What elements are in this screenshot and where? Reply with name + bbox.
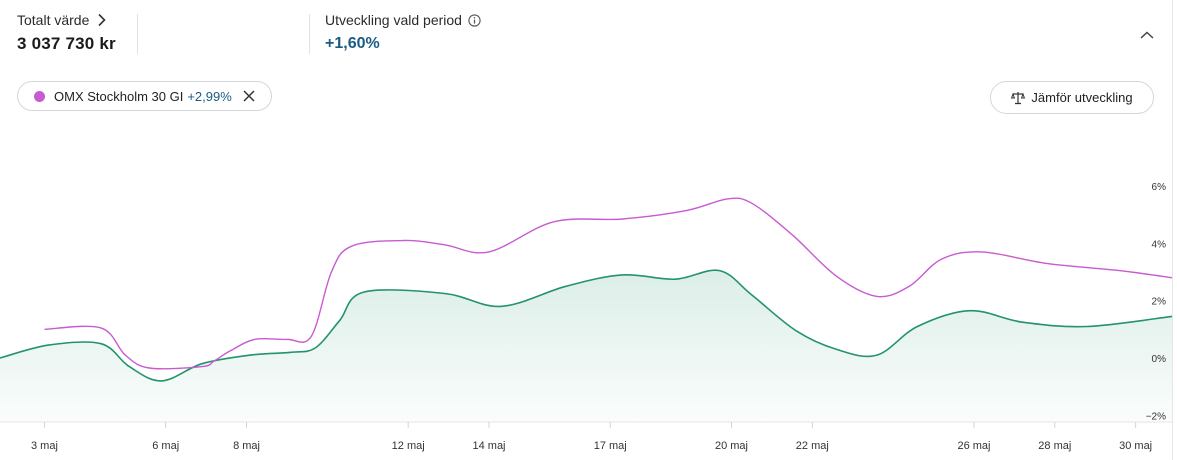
- y-tick-label: 2%: [1152, 297, 1167, 308]
- x-tick-label: 17 maj: [594, 440, 627, 452]
- x-tick-label: 14 maj: [472, 440, 505, 452]
- y-tick-label: −2%: [1146, 411, 1166, 422]
- x-tick-label: 22 maj: [796, 440, 829, 452]
- x-tick-label: 3 maj: [31, 440, 58, 452]
- x-tick-label: 6 maj: [152, 440, 179, 452]
- y-tick-label: 6%: [1152, 182, 1167, 193]
- portfolio-area-fill: [0, 270, 1172, 421]
- y-tick-label: 0%: [1152, 354, 1167, 365]
- x-tick-label: 12 maj: [392, 440, 425, 452]
- x-tick-label: 28 maj: [1038, 440, 1071, 452]
- x-tick-label: 20 maj: [715, 440, 748, 452]
- x-tick-label: 26 maj: [957, 440, 990, 452]
- x-tick-label: 30 maj: [1119, 440, 1152, 452]
- y-tick-label: 4%: [1152, 239, 1167, 250]
- x-tick-label: 8 maj: [233, 440, 260, 452]
